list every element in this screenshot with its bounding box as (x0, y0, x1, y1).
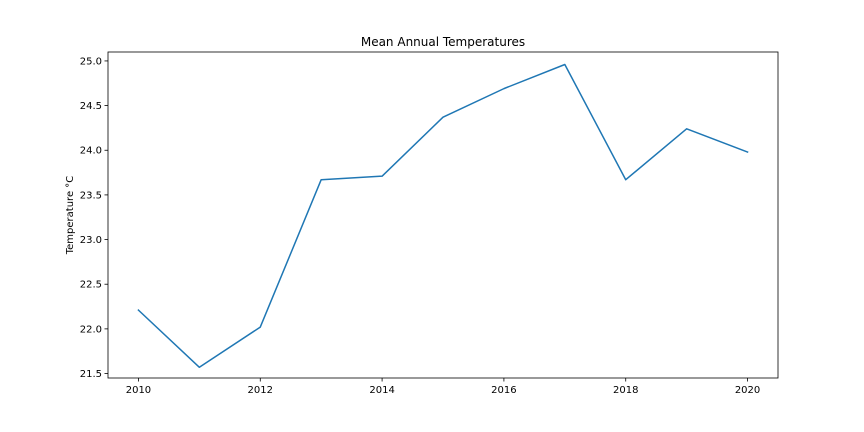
y-tick-label: 22.0 (80, 324, 102, 335)
y-tick-label: 23.0 (80, 235, 102, 246)
x-axis-ticks: 2010 2012 2014 2016 2018 2020 (126, 378, 760, 396)
x-tick-label: 2020 (735, 385, 760, 396)
y-axis-title: Temperature °C (65, 176, 76, 256)
y-tick-label: 24.0 (80, 146, 102, 157)
y-tick-label: 21.5 (80, 369, 102, 380)
y-tick-label: 22.5 (80, 280, 102, 291)
y-tick-label: 24.5 (80, 101, 102, 112)
y-tick-label: 23.5 (80, 190, 102, 201)
chart-title: Mean Annual Temperatures (361, 35, 525, 49)
y-tick-label: 25.0 (80, 56, 102, 67)
y-axis-ticks: 21.5 22.0 22.5 23.0 23.5 24.0 24.5 25.0 (80, 56, 108, 380)
x-tick-label: 2014 (369, 385, 394, 396)
x-tick-label: 2018 (613, 385, 638, 396)
x-tick-label: 2016 (491, 385, 516, 396)
series-layer (137, 63, 749, 369)
series-line (137, 63, 749, 369)
x-tick-label: 2012 (248, 385, 273, 396)
x-tick-label: 2010 (126, 385, 151, 396)
plot-area-frame (107, 51, 779, 379)
